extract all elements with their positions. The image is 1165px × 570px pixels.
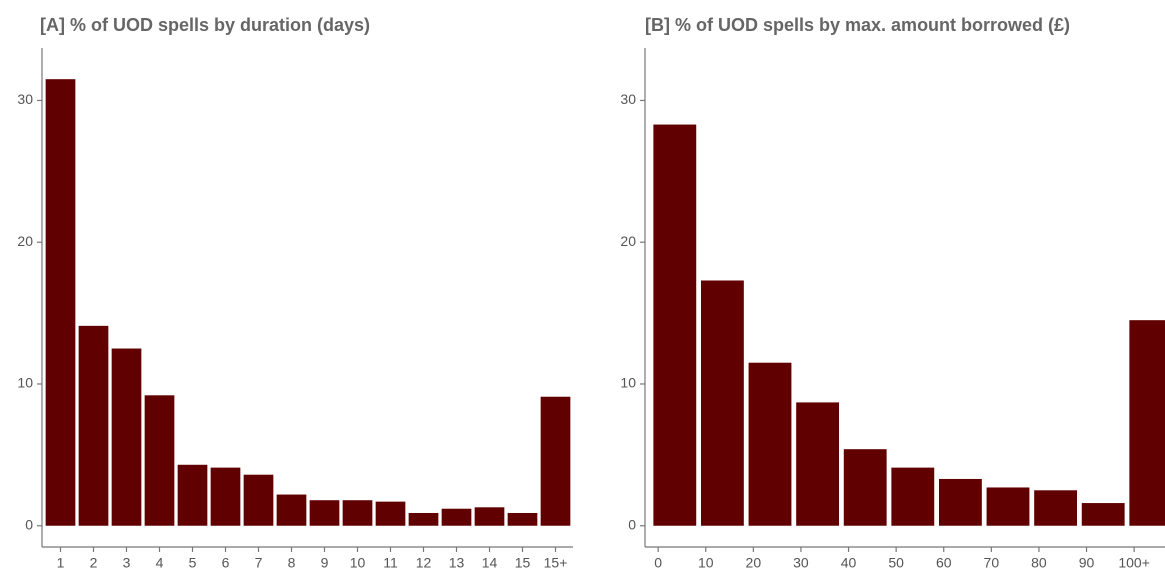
bar <box>1081 503 1125 526</box>
x-tick-label: 14 <box>482 555 498 570</box>
chart-title: [A] % of UOD spells by duration (days) <box>40 15 370 35</box>
x-tick-label: 2 <box>90 555 98 570</box>
x-tick-label: 3 <box>123 555 131 570</box>
x-tick-label: 11 <box>383 555 398 570</box>
x-tick-label: 40 <box>841 555 857 570</box>
y-tick-label: 10 <box>17 375 33 391</box>
x-tick-label: 10 <box>350 555 366 570</box>
bar <box>474 507 505 526</box>
x-tick-label: 12 <box>416 555 432 570</box>
y-tick-label: 30 <box>17 91 33 107</box>
bar <box>408 512 439 526</box>
bar <box>45 79 76 526</box>
bar <box>309 500 340 526</box>
bar <box>276 494 307 526</box>
bar <box>342 500 373 526</box>
y-tick-label: 20 <box>620 233 636 249</box>
bar <box>540 396 571 526</box>
x-tick-label: 10 <box>698 555 714 570</box>
bar <box>891 467 935 526</box>
x-tick-label: 6 <box>222 555 230 570</box>
x-tick-label: 30 <box>793 555 809 570</box>
x-tick-label: 15+ <box>544 555 568 570</box>
x-tick-label: 15 <box>515 555 531 570</box>
x-tick-label: 7 <box>255 555 263 570</box>
x-tick-label: 60 <box>936 555 952 570</box>
bar <box>700 280 744 526</box>
x-tick-label: 8 <box>288 555 296 570</box>
x-tick-label: 5 <box>189 555 197 570</box>
bar <box>986 487 1030 526</box>
y-tick-label: 10 <box>620 375 636 391</box>
bar <box>843 449 887 526</box>
bar <box>938 478 982 526</box>
bar <box>441 508 472 526</box>
x-tick-label: 9 <box>321 555 329 570</box>
bar <box>177 464 208 526</box>
bar <box>78 325 109 526</box>
x-tick-label: 20 <box>746 555 762 570</box>
bar <box>375 501 406 526</box>
y-tick-label: 0 <box>628 516 636 532</box>
bar <box>144 395 175 526</box>
bar <box>653 124 697 526</box>
y-tick-label: 0 <box>25 516 33 532</box>
bar <box>243 474 274 526</box>
y-tick-label: 20 <box>17 233 33 249</box>
bar <box>1034 490 1078 526</box>
x-tick-label: 50 <box>888 555 904 570</box>
x-tick-label: 80 <box>1031 555 1047 570</box>
bar <box>748 362 792 526</box>
chart-title: [B] % of UOD spells by max. amount borro… <box>645 15 1070 35</box>
bar <box>1129 320 1165 526</box>
bar <box>507 512 538 526</box>
x-tick-label: 100+ <box>1118 555 1150 570</box>
x-tick-label: 0 <box>654 555 662 570</box>
bar <box>796 402 840 526</box>
x-tick-label: 90 <box>1079 555 1095 570</box>
y-tick-label: 30 <box>620 91 636 107</box>
x-tick-label: 70 <box>984 555 1000 570</box>
bar <box>111 348 142 526</box>
x-tick-label: 1 <box>57 555 65 570</box>
x-tick-label: 13 <box>449 555 465 570</box>
bar <box>210 467 241 526</box>
x-tick-label: 4 <box>156 555 164 570</box>
